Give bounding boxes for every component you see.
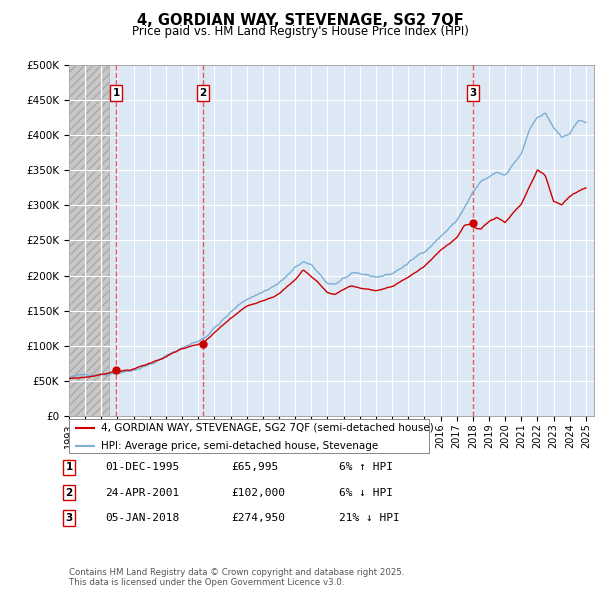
Text: 6% ↓ HPI: 6% ↓ HPI	[339, 488, 393, 497]
Text: Contains HM Land Registry data © Crown copyright and database right 2025.
This d: Contains HM Land Registry data © Crown c…	[69, 568, 404, 587]
Text: £65,995: £65,995	[231, 463, 278, 472]
Text: 05-JAN-2018: 05-JAN-2018	[105, 513, 179, 523]
Text: £102,000: £102,000	[231, 488, 285, 497]
Text: £274,950: £274,950	[231, 513, 285, 523]
Text: 3: 3	[469, 88, 476, 98]
Text: 3: 3	[65, 513, 73, 523]
Text: 4, GORDIAN WAY, STEVENAGE, SG2 7QF: 4, GORDIAN WAY, STEVENAGE, SG2 7QF	[137, 13, 463, 28]
Bar	[69, 65, 109, 416]
Text: 21% ↓ HPI: 21% ↓ HPI	[339, 513, 400, 523]
Text: 2: 2	[200, 88, 207, 98]
Text: 24-APR-2001: 24-APR-2001	[105, 488, 179, 497]
Text: 1: 1	[65, 463, 73, 472]
Text: HPI: Average price, semi-detached house, Stevenage: HPI: Average price, semi-detached house,…	[101, 441, 378, 451]
Text: 01-DEC-1995: 01-DEC-1995	[105, 463, 179, 472]
Text: 4, GORDIAN WAY, STEVENAGE, SG2 7QF (semi-detached house): 4, GORDIAN WAY, STEVENAGE, SG2 7QF (semi…	[101, 423, 433, 433]
Text: 6% ↑ HPI: 6% ↑ HPI	[339, 463, 393, 472]
Text: 2: 2	[65, 488, 73, 497]
Text: 1: 1	[113, 88, 120, 98]
Text: Price paid vs. HM Land Registry's House Price Index (HPI): Price paid vs. HM Land Registry's House …	[131, 25, 469, 38]
